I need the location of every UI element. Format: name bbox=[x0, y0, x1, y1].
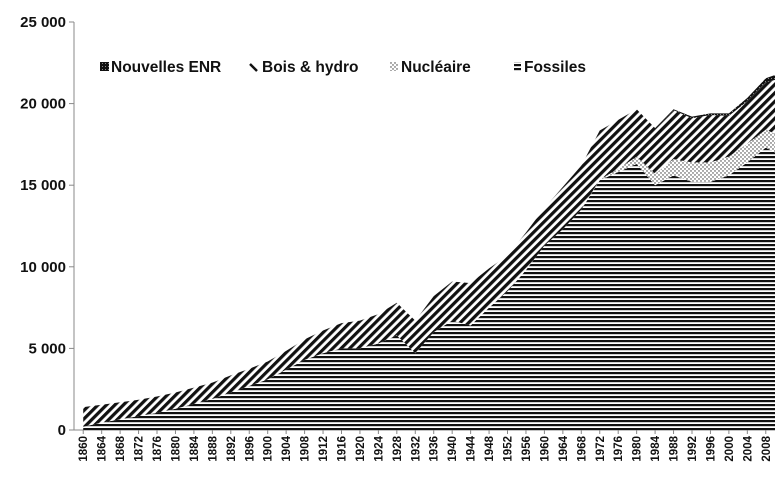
x-tick-label: 1900 bbox=[263, 436, 275, 462]
series-area-fossiles bbox=[83, 147, 775, 430]
legend-label-nouvelles-enr: Nouvelles ENR bbox=[111, 59, 221, 76]
x-tick-label: 1892 bbox=[226, 436, 238, 462]
y-tick-label: 0 bbox=[58, 422, 66, 439]
x-tick-label: 1964 bbox=[558, 435, 570, 461]
legend-item-nouvelles-enr: Nouvelles ENR bbox=[100, 59, 221, 76]
y-tick-label: 25 000 bbox=[20, 14, 66, 31]
x-tick-label: 1968 bbox=[576, 435, 588, 461]
legend-label-bois-hydro: Bois & hydro bbox=[262, 59, 358, 76]
y-tick-label: 10 000 bbox=[20, 259, 66, 276]
legend-swatch-nucleaire bbox=[390, 62, 398, 71]
x-tick-label: 1944 bbox=[466, 435, 478, 461]
x-tick-label: 1980 bbox=[632, 436, 644, 462]
legend-label-fossiles: Fossiles bbox=[524, 59, 586, 76]
legend-item-bois-hydro: Bois & hydro bbox=[249, 59, 358, 76]
series-areas bbox=[83, 75, 775, 430]
legend-label-nucleaire: Nucléaire bbox=[401, 59, 471, 76]
x-tick-label: 2004 bbox=[742, 435, 754, 461]
y-tick-label: 5 000 bbox=[28, 340, 66, 357]
x-tick-label: 1896 bbox=[244, 436, 256, 462]
x-tick-label: 1876 bbox=[152, 436, 164, 462]
x-tick-label: 1948 bbox=[484, 435, 496, 461]
x-tick-label: 1992 bbox=[687, 436, 699, 462]
legend-swatch-nouvelles-enr bbox=[100, 62, 109, 71]
x-tick-label: 2000 bbox=[724, 436, 736, 462]
x-tick-label: 1952 bbox=[503, 436, 515, 462]
x-tick-label: 1988 bbox=[669, 435, 681, 461]
x-tick-label: 1956 bbox=[521, 436, 533, 462]
y-tick-label: 15 000 bbox=[20, 177, 66, 194]
x-tick-label: 1972 bbox=[595, 436, 607, 462]
x-tick-label: 1960 bbox=[539, 436, 551, 462]
x-tick-label: 1872 bbox=[134, 436, 146, 462]
series-area-bois-hydro bbox=[83, 79, 775, 427]
x-tick-label: 1984 bbox=[650, 435, 662, 461]
x-tick-label: 1904 bbox=[281, 435, 293, 461]
x-tick-label: 1940 bbox=[447, 436, 459, 462]
x-tick-label: 1936 bbox=[429, 436, 441, 462]
x-tick-label: 1884 bbox=[189, 435, 201, 461]
x-tick-label: 1888 bbox=[207, 435, 219, 461]
legend-swatch-fossiles bbox=[514, 62, 521, 71]
x-tick-label: 1924 bbox=[373, 435, 385, 461]
y-axis-ticks: 0 5 000 10 000 15 000 20 000 25 000 bbox=[20, 14, 74, 439]
legend: Nouvelles ENR Bois & hydro Nucléaire Fos… bbox=[100, 59, 586, 76]
x-tick-label: 1996 bbox=[705, 436, 717, 462]
legend-item-fossiles: Fossiles bbox=[514, 59, 586, 76]
legend-swatch-bois-hydro bbox=[249, 63, 258, 72]
x-tick-label: 2008 bbox=[761, 435, 773, 461]
legend-item-nucleaire: Nucléaire bbox=[390, 59, 471, 76]
x-tick-label: 1928 bbox=[392, 435, 404, 461]
x-tick-label: 1920 bbox=[355, 436, 367, 462]
x-tick-label: 1860 bbox=[78, 436, 90, 462]
x-tick-label: 1908 bbox=[300, 435, 312, 461]
x-tick-label: 1932 bbox=[410, 436, 422, 462]
x-tick-label: 1868 bbox=[115, 435, 127, 461]
x-tick-label: 1912 bbox=[318, 436, 330, 462]
x-tick-label: 1916 bbox=[336, 436, 348, 462]
x-tick-label: 1880 bbox=[170, 436, 182, 462]
x-tick-label: 1976 bbox=[613, 436, 625, 462]
y-tick-label: 20 000 bbox=[20, 96, 66, 113]
x-tick-label: 1864 bbox=[97, 435, 109, 461]
x-axis-ticks: 1860 1864 1868 1872 1876 1880 1884 1888 1892 1896… bbox=[78, 430, 773, 462]
